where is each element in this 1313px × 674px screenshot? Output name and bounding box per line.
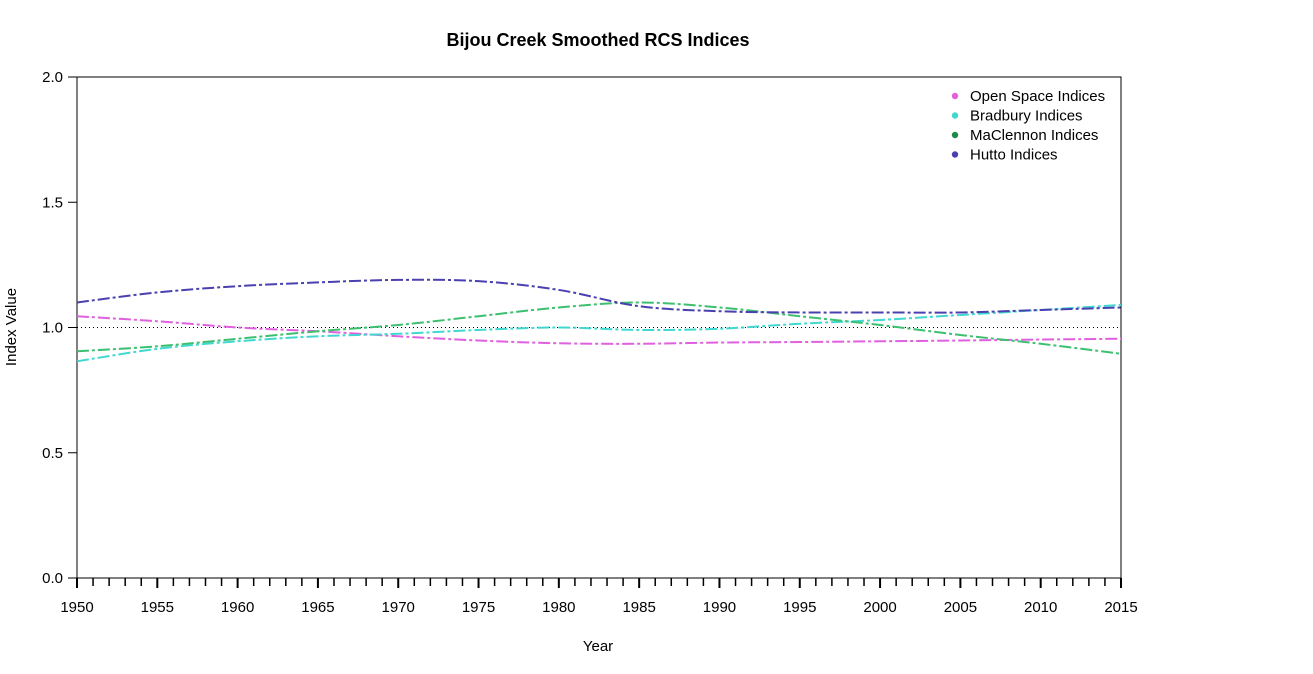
series-line-4 [76, 278, 1122, 314]
y-tick-label: 0.5 [42, 445, 63, 462]
y-axis: 0.0 0.5 1.0 1.5 2.0 [42, 69, 77, 587]
y-tick-label: 1.5 [42, 194, 63, 211]
x-axis: 1950 1955 1960 1965 1970 1975 1980 1985 1990 1995… [60, 578, 1138, 616]
x-tick-label: 2000 [863, 599, 896, 616]
x-tick-label: 1995 [783, 599, 816, 616]
x-tick-label: 1970 [382, 599, 415, 616]
plot-area [76, 76, 1122, 579]
series-line-2 [76, 303, 1122, 363]
x-tick-label: 1955 [141, 599, 174, 616]
y-axis-label: Index Value [3, 288, 20, 366]
x-tick-label: 1965 [301, 599, 334, 616]
x-tick-label: 1950 [60, 599, 93, 616]
x-tick-label: 2005 [944, 599, 977, 616]
legend-marker-4 [951, 151, 959, 158]
x-tick-label: 1975 [462, 599, 495, 616]
series-line-1 [76, 315, 1122, 345]
legend-entry-3: MaClennon Indices [970, 127, 1098, 144]
series-line-3 [76, 301, 1122, 355]
x-tick-label: 1960 [221, 599, 254, 616]
chart-title: Bijou Creek Smoothed RCS Indices [446, 30, 749, 50]
legend-entry-2: Bradbury Indices [970, 108, 1083, 125]
x-tick-label: 2015 [1104, 599, 1137, 616]
legend-marker-1 [951, 92, 959, 100]
x-tick-label: 2010 [1024, 599, 1057, 616]
legend: Open Space Indices Bradbury Indices MaClen… [951, 88, 1105, 164]
y-tick-label: 1.0 [42, 320, 63, 337]
x-tick-label: 1990 [703, 599, 736, 616]
x-axis-label: Year [583, 638, 613, 655]
legend-entry-1: Open Space Indices [970, 88, 1105, 105]
legend-entry-4: Hutto Indices [970, 147, 1058, 164]
legend-marker-2 [951, 112, 959, 119]
y-tick-label: 2.0 [42, 69, 63, 86]
x-tick-label: 1985 [622, 599, 655, 616]
x-tick-label: 1980 [542, 599, 575, 616]
legend-marker-3 [951, 131, 959, 139]
y-tick-label: 0.0 [42, 570, 63, 587]
